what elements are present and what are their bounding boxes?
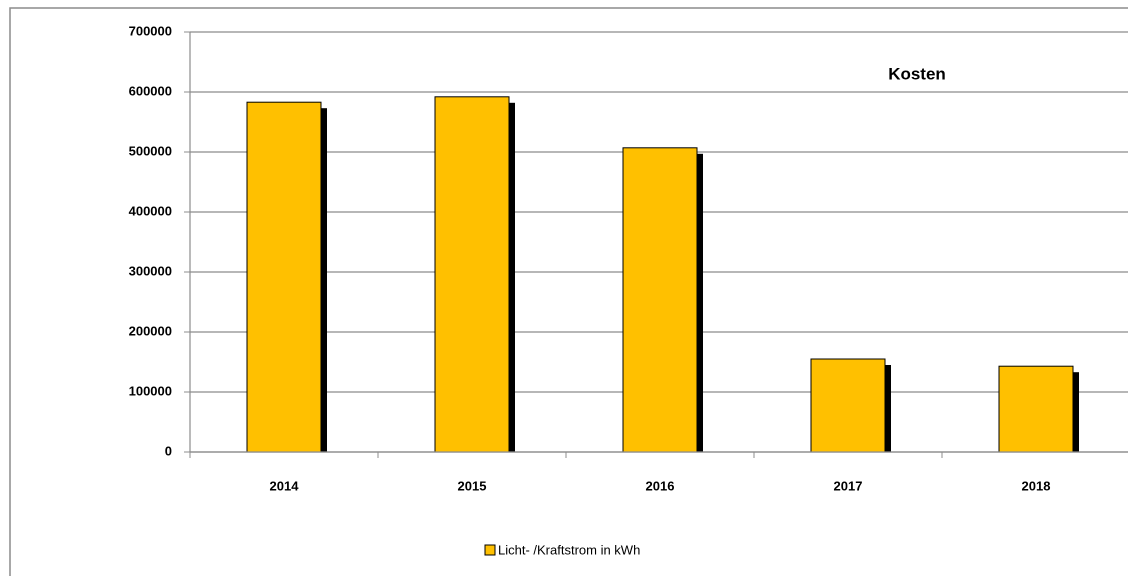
x-tick-label: 2017: [834, 478, 863, 493]
y-tick-label: 500000: [129, 143, 172, 158]
y-tick-label: 100000: [129, 383, 172, 398]
x-tick-label: 2016: [646, 478, 675, 493]
bar: [622, 147, 698, 453]
y-tick-label: 600000: [129, 83, 172, 98]
bar: [434, 96, 510, 453]
bar: [998, 365, 1074, 453]
chart-title: Kosten: [888, 64, 946, 83]
y-tick-label: 700000: [129, 23, 172, 38]
x-tick-label: 2014: [270, 478, 300, 493]
y-tick-label: 400000: [129, 203, 172, 218]
y-tick-label: 200000: [129, 323, 172, 338]
x-tick-label: 2015: [458, 478, 487, 493]
x-tick-label: 2018: [1022, 478, 1051, 493]
legend-label: Licht- /Kraftstrom in kWh: [498, 542, 640, 557]
bar: [246, 101, 322, 453]
legend-swatch: [484, 544, 496, 556]
y-tick-label: 300000: [129, 263, 172, 278]
bar: [810, 358, 886, 453]
chart-frame: [9, 7, 1128, 576]
y-tick-label: 0: [165, 443, 172, 458]
